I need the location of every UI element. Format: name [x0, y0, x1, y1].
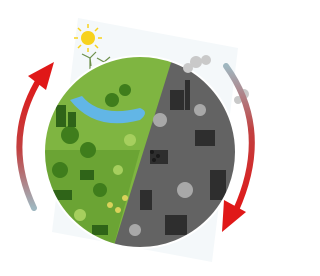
- illustration: [0, 0, 272, 276]
- page: [0, 0, 272, 276]
